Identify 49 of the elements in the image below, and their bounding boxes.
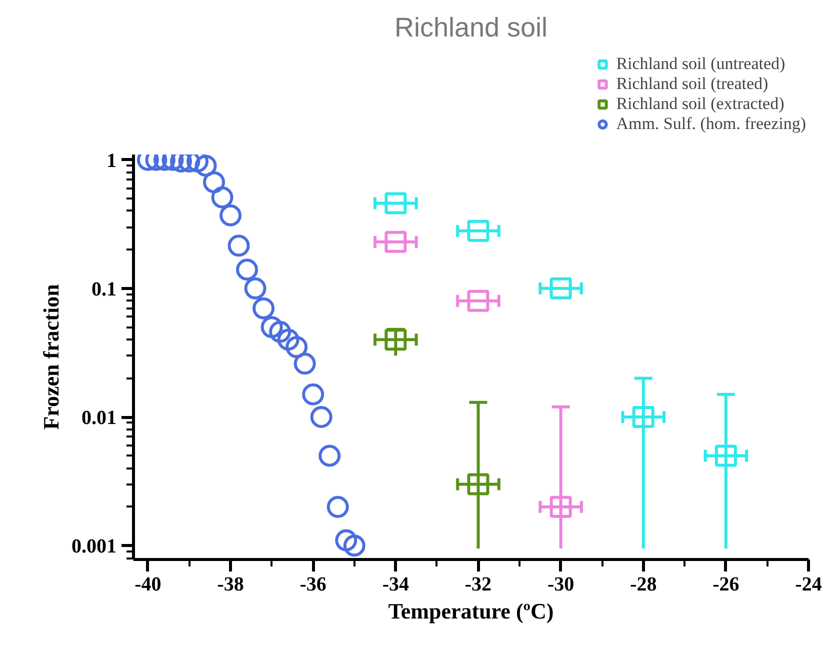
point	[277, 328, 300, 351]
y-tick-label: 0.001	[72, 536, 116, 558]
point	[286, 336, 308, 358]
legend-label: Amm. Sulf. (hom. freezing)	[616, 114, 806, 134]
point	[228, 234, 250, 257]
point	[302, 383, 324, 406]
legend-label: Richland soil (treated)	[616, 74, 768, 94]
point	[269, 320, 292, 343]
point	[714, 444, 737, 467]
y-tick-label: 0.1	[92, 278, 116, 300]
point	[310, 406, 332, 428]
x-tick-label: -28	[630, 574, 657, 596]
x-tick-label: -24	[795, 574, 822, 596]
x-tick-label: -38	[217, 574, 244, 596]
legend-label: Richland soil (untreated)	[616, 54, 786, 74]
x-tick-label: -34	[382, 574, 409, 596]
point	[384, 230, 407, 253]
point	[384, 328, 407, 351]
point	[220, 204, 242, 226]
point	[294, 352, 316, 375]
y-axis-title: Frozen fraction	[38, 284, 64, 430]
y-tick-label: 1	[106, 150, 116, 172]
point	[632, 406, 654, 428]
chart-title: Richland soil	[394, 12, 548, 42]
point	[550, 277, 572, 300]
point	[384, 192, 407, 214]
x-tick-label: -30	[547, 574, 574, 596]
point	[260, 316, 283, 338]
point	[550, 496, 572, 518]
x-tick-label: -32	[464, 574, 492, 596]
point	[252, 297, 275, 320]
x-axis-title: Temperature (ºC)	[388, 598, 554, 624]
point	[211, 186, 234, 208]
point	[467, 473, 490, 496]
point	[467, 220, 490, 242]
point	[194, 154, 217, 177]
point	[318, 444, 341, 467]
point	[244, 277, 266, 300]
legend-label: Richland soil (extracted)	[616, 94, 784, 114]
y-tick-label: 0.01	[82, 407, 116, 430]
point	[343, 534, 366, 557]
point	[203, 171, 226, 194]
x-tick-label: -40	[134, 574, 162, 596]
x-tick-label: -36	[300, 574, 326, 596]
point	[236, 258, 258, 281]
x-tick-label: -26	[712, 574, 740, 596]
point	[326, 496, 349, 518]
point	[335, 529, 358, 552]
point	[467, 290, 490, 312]
